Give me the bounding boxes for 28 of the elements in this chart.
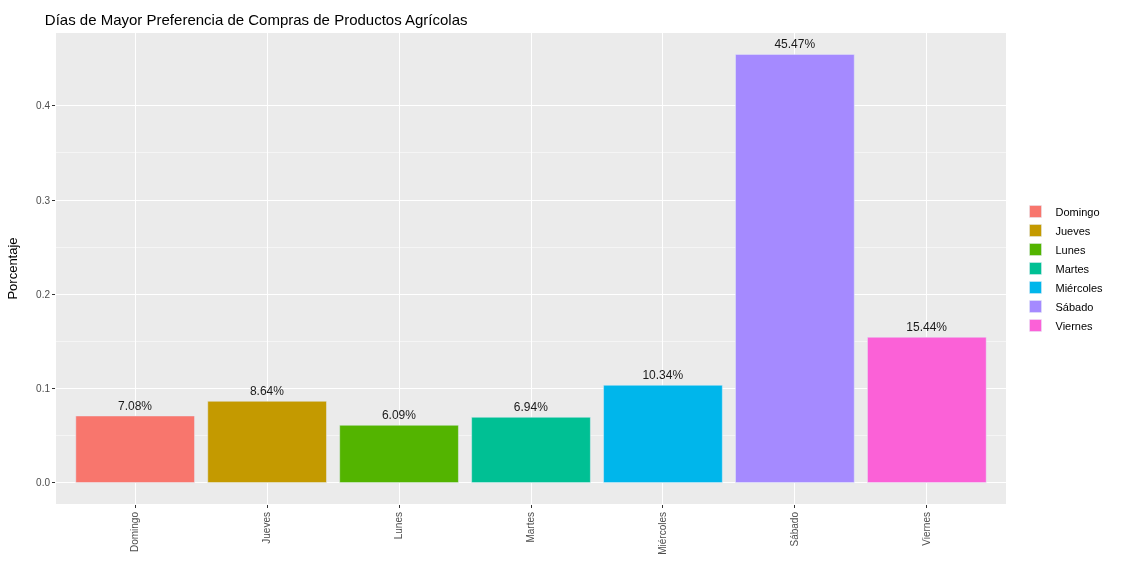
legend-label: Sábado — [1055, 300, 1094, 313]
x-tick-label: Viernes — [921, 512, 933, 546]
x-tick-label: Jueves — [261, 512, 273, 544]
legend-label: Lunes — [1055, 243, 1086, 256]
x-tick-label: Sábado — [789, 511, 801, 547]
legend-label: Miércoles — [1055, 281, 1104, 294]
data-label: 6.09% — [381, 408, 417, 423]
y-tick-label: 0.3 — [36, 194, 51, 206]
data-label: 45.47% — [774, 37, 816, 52]
data-label: 8.64% — [249, 384, 285, 399]
legend-label: Jueves — [1055, 224, 1091, 237]
y-axis-title: Porcentaje — [5, 237, 21, 300]
y-tick-label: 0.1 — [36, 382, 51, 394]
chart-title: Días de Mayor Preferencia de Compras de Productos Agrícolas — [44, 10, 468, 28]
x-tick-label: Domingo — [129, 511, 141, 553]
x-tick-label: Miércoles — [657, 512, 669, 555]
y-tick-label: 0.0 — [36, 477, 51, 489]
y-tick-label: 0.4 — [36, 100, 51, 112]
legend-label: Viernes — [1055, 319, 1094, 332]
x-tick-label: Martes — [525, 512, 537, 543]
x-tick-label: Lunes — [393, 512, 405, 540]
legend-label: Martes — [1055, 262, 1090, 275]
data-label: 7.08% — [117, 398, 153, 413]
data-label: 15.44% — [906, 320, 948, 335]
data-label: 10.34% — [642, 368, 684, 383]
data-label: 6.94% — [513, 400, 549, 415]
legend-label: Domingo — [1055, 205, 1100, 218]
y-tick-label: 0.2 — [36, 288, 51, 300]
